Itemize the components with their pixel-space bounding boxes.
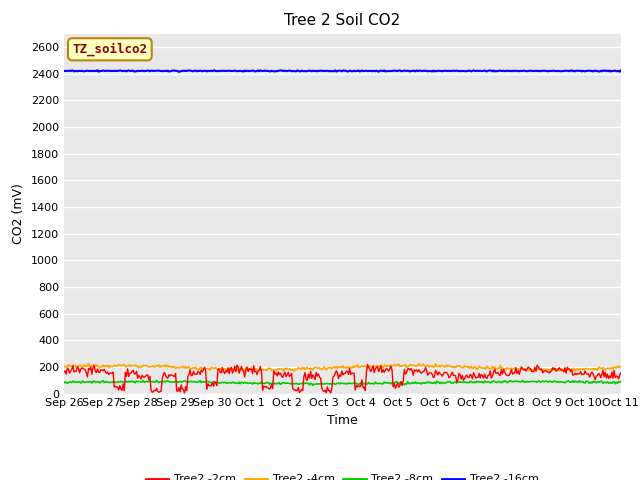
Title: Tree 2 Soil CO2: Tree 2 Soil CO2 bbox=[284, 13, 401, 28]
Y-axis label: CO2 (mV): CO2 (mV) bbox=[12, 183, 26, 244]
Text: TZ_soilco2: TZ_soilco2 bbox=[72, 43, 147, 56]
X-axis label: Time: Time bbox=[327, 414, 358, 427]
Legend: Tree2 -2cm, Tree2 -4cm, Tree2 -8cm, Tree2 -16cm: Tree2 -2cm, Tree2 -4cm, Tree2 -8cm, Tree… bbox=[141, 470, 543, 480]
